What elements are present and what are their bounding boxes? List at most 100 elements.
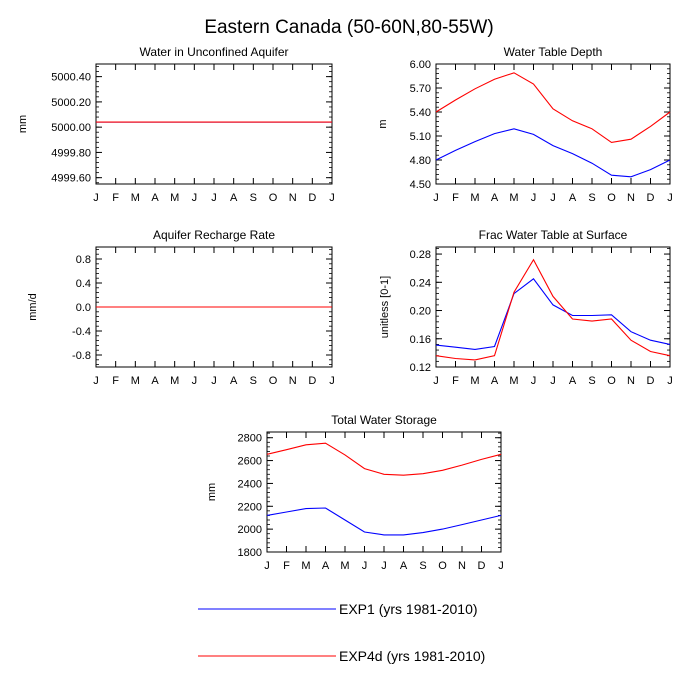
x-tick-label: A: [491, 375, 499, 387]
x-tick-label: J: [192, 192, 198, 204]
y-tick-label: 5.40: [410, 107, 431, 119]
x-tick-label: A: [151, 375, 159, 387]
x-tick-label: J: [531, 375, 537, 387]
series-line-exp4d: [435, 72, 671, 143]
y-tick-label: 2600: [238, 456, 262, 468]
plot-frame: [435, 63, 671, 185]
figure-title: Eastern Canada (50-60N,80-55W): [204, 17, 493, 38]
x-tick-label: D: [308, 375, 316, 387]
x-tick-label: J: [211, 375, 217, 387]
x-tick-label: D: [308, 192, 316, 204]
panel-water-table-depth: Water Table Depth 6.00 5.70 5.40 5.10 4.80 4.5…: [377, 45, 673, 204]
x-tick-label: N: [289, 192, 297, 204]
x-tick-label: A: [491, 192, 499, 204]
y-tick-label: 0.20: [410, 306, 431, 318]
y-tick-label: 0.0: [76, 302, 91, 314]
y-tick-label: 2800: [238, 433, 262, 445]
panel-water-in-unconfined-aquifer: Water in Unconfined Aquifer 5000.40 5000.2…: [17, 45, 335, 204]
y-axis-label: mm: [206, 483, 218, 501]
x-tick-label: J: [498, 560, 504, 572]
x-tick-label: O: [607, 192, 616, 204]
panel-title: Total Water Storage: [331, 413, 437, 427]
series-line-exp1: [435, 278, 671, 350]
series-line-exp1: [435, 128, 671, 178]
x-tick-label: M: [470, 375, 479, 387]
x-tick-label: F: [112, 192, 119, 204]
series-line-exp4d: [435, 258, 671, 361]
x-tick-label: F: [112, 375, 119, 387]
x-tick-label: O: [269, 375, 278, 387]
x-tick-label: N: [289, 375, 297, 387]
x-tick-label: J: [93, 192, 99, 204]
x-tick-label: M: [301, 560, 310, 572]
panel-frac-water-table-at-surface: Frac Water Table at Surface 0.28 0.24 0.20 0…: [379, 228, 673, 387]
x-tick-label: O: [269, 192, 278, 204]
x-tick-label: J: [433, 192, 439, 204]
panel-title: Frac Water Table at Surface: [479, 228, 628, 242]
x-tick-label: A: [569, 192, 577, 204]
x-tick-label: N: [627, 192, 635, 204]
x-tick-label: D: [478, 560, 486, 572]
x-tick-label: A: [230, 375, 238, 387]
y-tick-label: 0.12: [410, 362, 431, 374]
x-tick-label: J: [329, 375, 335, 387]
x-tick-label: S: [588, 375, 595, 387]
x-tick-label: S: [250, 375, 257, 387]
y-tick-label: 5000.20: [51, 97, 91, 109]
y-tick-label: -0.4: [72, 326, 91, 338]
series-line-exp4d: [266, 442, 502, 476]
x-tick-label: J: [93, 375, 99, 387]
legend-label-exp1: EXP1 (yrs 1981-2010): [339, 601, 478, 617]
x-tick-label: D: [647, 375, 655, 387]
y-tick-label: 5.10: [410, 131, 431, 143]
y-axis-label: mm: [17, 115, 29, 133]
panels: Water in Unconfined Aquifer 5000.40 5000.2…: [17, 45, 673, 572]
x-tick-label: D: [647, 192, 655, 204]
plot-frame: [95, 63, 333, 185]
x-tick-label: A: [569, 375, 577, 387]
panel-title: Water in Unconfined Aquifer: [140, 45, 289, 59]
x-tick-label: S: [419, 560, 426, 572]
x-tick-label: J: [192, 375, 198, 387]
y-tick-label: 2200: [238, 501, 262, 513]
y-tick-label: 0.28: [410, 249, 431, 261]
y-tick-label: 4.50: [410, 179, 431, 191]
x-tick-label: M: [470, 192, 479, 204]
y-tick-label: 0.16: [410, 334, 431, 346]
x-tick-label: J: [211, 192, 217, 204]
x-tick-label: A: [400, 560, 408, 572]
y-tick-label: 4.80: [410, 155, 431, 167]
x-tick-label: M: [340, 560, 349, 572]
y-tick-label: 4999.80: [51, 147, 91, 159]
y-tick-label: 0.24: [410, 277, 431, 289]
y-tick-label: 6.00: [410, 59, 431, 71]
y-tick-label: 1800: [238, 547, 262, 559]
x-tick-label: O: [607, 375, 616, 387]
x-tick-label: M: [131, 375, 140, 387]
x-tick-label: A: [322, 560, 330, 572]
x-tick-label: J: [550, 192, 556, 204]
panel-total-water-storage: Total Water Storage 2800 2600 2400 2200 2000 1…: [206, 413, 504, 572]
x-tick-label: J: [550, 375, 556, 387]
y-axis-label: mm/d: [27, 293, 39, 321]
y-tick-label: 5000.40: [51, 72, 91, 84]
x-tick-label: S: [250, 192, 257, 204]
x-tick-label: J: [667, 375, 673, 387]
y-tick-label: 5.70: [410, 83, 431, 95]
y-tick-label: 4999.60: [51, 173, 91, 185]
x-tick-label: N: [627, 375, 635, 387]
x-tick-label: M: [170, 375, 179, 387]
x-tick-label: M: [509, 375, 518, 387]
y-tick-label: -0.8: [72, 350, 91, 362]
y-axis-label: unitless [0-1]: [379, 276, 391, 338]
y-tick-label: 0.4: [76, 278, 91, 290]
x-tick-label: J: [667, 192, 673, 204]
x-tick-label: J: [433, 375, 439, 387]
y-axis-label: m: [377, 119, 389, 128]
x-tick-label: A: [151, 192, 159, 204]
x-tick-label: S: [588, 192, 595, 204]
x-tick-label: J: [381, 560, 387, 572]
x-tick-label: F: [452, 192, 459, 204]
y-tick-label: 0.8: [76, 254, 91, 266]
